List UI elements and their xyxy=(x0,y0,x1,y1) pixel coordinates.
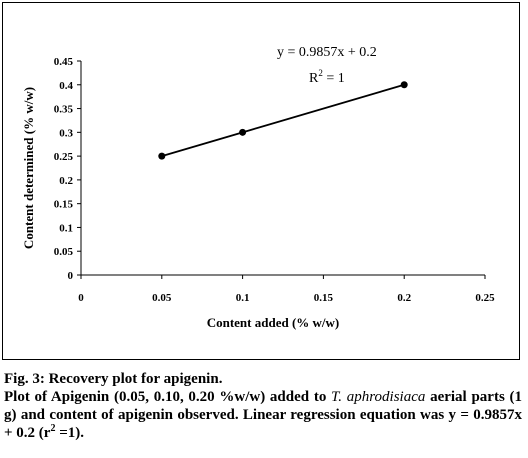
x-tick-label: 0 xyxy=(78,292,84,304)
x-axis: 0 0.05 0.1 0.15 0.2 0.25 xyxy=(78,274,495,304)
figure-caption: Fig. 3: Recovery plot for apigenin. Plot… xyxy=(4,370,522,442)
r-squared-base: R xyxy=(309,71,319,86)
chart-frame: 0 0.05 0.1 0.15 0.2 0.25 0 0.05 0.1 0.15 0.2 0.25 0… xyxy=(2,2,520,360)
regression-equation: y = 0.9857x + 0.2 xyxy=(277,45,377,60)
data-point xyxy=(158,152,166,160)
r-squared-value: = 1 xyxy=(323,71,345,86)
x-axis-title: Content added (% w/w) xyxy=(207,315,340,330)
data-point xyxy=(239,128,247,136)
y-tick-label: 0.35 xyxy=(54,104,74,116)
caption-description: Plot of Apigenin (0.05, 0.10, 0.20 %w/w)… xyxy=(4,388,522,442)
caption-text-a: Plot of Apigenin (0.05, 0.10, 0.20 %w/w)… xyxy=(4,389,332,405)
y-tick-label: 0.45 xyxy=(54,56,74,68)
y-tick-label: 0.15 xyxy=(54,199,74,211)
caption-text-c: =1). xyxy=(55,425,84,441)
caption-superscript: 2 xyxy=(50,423,56,434)
x-tick-label: 0.05 xyxy=(152,292,172,304)
data-series xyxy=(158,81,408,160)
y-tick-label: 0.4 xyxy=(59,80,73,92)
trend-line xyxy=(161,83,405,157)
x-tick-label: 0.25 xyxy=(475,292,495,304)
y-tick-label: 0.2 xyxy=(59,175,73,187)
y-axis-title: Content determined (% w/w) xyxy=(21,87,36,249)
caption-title: Fig. 3: Recovery plot for apigenin. xyxy=(4,371,223,387)
x-tick-label: 0.2 xyxy=(397,292,411,304)
caption-text-b: aerial parts (1 g) and content of apigen… xyxy=(4,389,522,441)
x-tick-label: 0.15 xyxy=(314,292,334,304)
r-squared-exponent: 2 xyxy=(318,68,323,78)
y-tick-label: 0.25 xyxy=(54,151,74,163)
data-point xyxy=(400,81,408,89)
r-squared-label: R2 = 1 xyxy=(309,68,345,86)
y-axis: 0 0.05 0.1 0.15 0.2 0.25 0.3 0.35 0.4 0.45 xyxy=(54,56,82,282)
y-tick-label: 0.05 xyxy=(54,246,74,258)
y-tick-label: 0 xyxy=(68,270,74,282)
x-tick-label: 0.1 xyxy=(236,292,250,304)
caption-species: T. aphrodisiaca xyxy=(331,389,426,405)
y-tick-label: 0.1 xyxy=(59,222,73,234)
recovery-plot: 0 0.05 0.1 0.15 0.2 0.25 00.050.10.150.20.250… xyxy=(21,45,495,330)
y-tick-label: 0.3 xyxy=(59,127,73,139)
